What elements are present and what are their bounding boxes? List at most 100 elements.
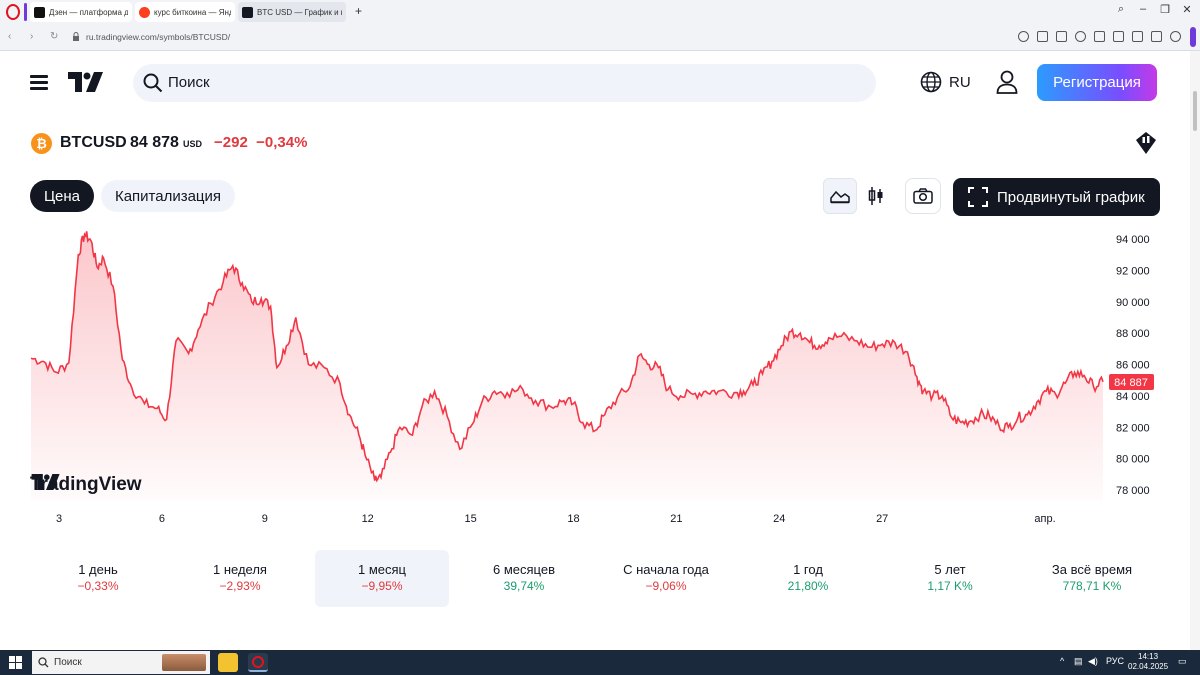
adblock-icon[interactable] [1075, 31, 1086, 42]
sidebar-toggle-button[interactable] [1190, 27, 1196, 47]
price-change-abs: −292 [214, 134, 248, 151]
period-label: 1 месяц [358, 562, 406, 577]
edit-icon[interactable] [1037, 31, 1048, 42]
period-2[interactable]: 1 месяц −9,95% [315, 550, 449, 607]
user-icon[interactable] [996, 70, 1018, 94]
browser-tab-tradingview[interactable]: BTC USD — График и кур [238, 2, 346, 22]
browser-tab-yandex[interactable]: курс биткоина — Яндекс [135, 2, 235, 22]
y-tick-label: 94 000 [1116, 234, 1150, 246]
period-5[interactable]: 1 год 21,80% [741, 550, 875, 607]
restore-icon[interactable]: ❐ [1160, 4, 1170, 16]
y-tick-label: 88 000 [1116, 328, 1150, 340]
snapshot-icon[interactable] [1056, 31, 1067, 42]
tradingview-logo-icon[interactable] [68, 72, 104, 92]
page-scrollbar[interactable] [1190, 51, 1200, 650]
search-placeholder: Поиск [168, 74, 210, 91]
area-chart-icon [830, 190, 850, 204]
new-tab-plus-icon[interactable]: + [354, 4, 362, 18]
search-tabs-icon[interactable]: ⌕ [1117, 3, 1125, 15]
network-icon[interactable]: ▤ [1074, 656, 1083, 666]
tab-title: Дзен — платформа для п [49, 7, 128, 17]
x-tick-label: 6 [159, 513, 165, 525]
x-tick-label: 12 [362, 513, 374, 525]
sidebar-indicator [24, 3, 27, 21]
player-icon[interactable] [1094, 31, 1105, 42]
notifications-icon[interactable]: ▭ [1178, 656, 1187, 666]
volume-icon[interactable]: ◀) [1088, 656, 1098, 666]
tab-title: курс биткоина — Яндекс [154, 7, 231, 17]
dzen-favicon-icon [34, 6, 45, 18]
last-price-badge [1109, 373, 1154, 390]
tab-capitalization[interactable]: Капитализация [101, 180, 235, 212]
search-icon [38, 657, 49, 668]
x-tick-label: 15 [464, 513, 476, 525]
site-header: Поиск RU Регистрация [0, 51, 1190, 115]
x-tick-label: 18 [567, 513, 579, 525]
url-field[interactable]: ru.tradingview.com/symbols/BTCUSD/ [86, 32, 231, 42]
zoom-icon[interactable] [1018, 31, 1029, 42]
advanced-chart-button[interactable]: Продвинутый график [953, 178, 1160, 216]
profile-icon[interactable] [1170, 31, 1181, 42]
opera-logo-icon[interactable] [6, 4, 20, 20]
price-alert-icon[interactable] [1134, 131, 1158, 155]
period-label: С начала года [623, 562, 709, 577]
period-3[interactable]: 6 месяцев 39,74% [457, 550, 591, 607]
tab-price[interactable]: Цена [30, 180, 94, 212]
period-1[interactable]: 1 неделя −2,93% [173, 550, 307, 607]
taskbar-search[interactable]: Поиск [32, 651, 210, 674]
forward-icon[interactable]: › [30, 31, 34, 42]
minimize-icon[interactable]: – [1139, 3, 1147, 15]
advanced-chart-label: Продвинутый график [997, 188, 1145, 206]
address-bar: ‹ › ↻ ru.tradingview.com/symbols/BTCUSD/ [0, 24, 1200, 51]
fullscreen-icon [968, 187, 988, 207]
candle-chart-button[interactable] [859, 178, 893, 214]
close-icon[interactable]: ✕ [1182, 4, 1192, 16]
y-tick-label: 86 000 [1116, 360, 1150, 372]
price-chart-svg[interactable]: 94 000 92 000 90 000 88 000 86 000 84 000 82 0… [0, 225, 1190, 535]
last-price-text: 84 887 [1114, 377, 1148, 389]
period-label: 1 год [793, 562, 823, 577]
extensions-icon[interactable] [1113, 31, 1124, 42]
scrollbar-thumb[interactable] [1193, 91, 1197, 131]
period-label: 1 день [78, 562, 118, 577]
keyboard-language[interactable]: РУС [1106, 656, 1125, 666]
language-label: RU [949, 73, 971, 91]
period-change: 39,74% [503, 579, 545, 593]
tray-chevron-icon[interactable]: ^ [1060, 656, 1065, 666]
price-line [30, 231, 1104, 483]
period-0[interactable]: 1 день −0,33% [31, 550, 165, 607]
download-icon[interactable] [1132, 31, 1143, 42]
bitcoin-icon: ₿ [31, 133, 52, 154]
clock-date: 02.04.2025 [1128, 662, 1169, 671]
symbol-name: BTCUSD [60, 134, 127, 151]
opera-taskbar-icon[interactable] [248, 653, 268, 672]
taskbar-clock[interactable]: 14:13 02.04.2025 [1128, 652, 1168, 672]
period-change: −2,93% [219, 579, 261, 593]
chart-controls: Цена Капитализация Продвинутый график [0, 178, 1190, 218]
register-button[interactable]: Регистрация [1037, 64, 1157, 101]
price-chart[interactable]: 94 000 92 000 90 000 88 000 86 000 84 000 82 0… [0, 225, 1190, 535]
browser-tab-dzen[interactable]: Дзен — платформа для п [30, 2, 132, 22]
globe-icon [920, 71, 942, 93]
language-selector[interactable]: RU [920, 71, 971, 93]
menu-hamburger-icon[interactable] [30, 75, 48, 90]
snapshot-button[interactable] [905, 178, 941, 214]
lock-icon [73, 32, 79, 41]
back-icon[interactable]: ‹ [8, 31, 12, 42]
x-tick-label: 21 [670, 513, 682, 525]
y-axis: 94 000 92 000 90 000 88 000 86 000 84 000 82 0… [1116, 234, 1150, 497]
area-chart-button[interactable] [823, 178, 857, 214]
period-7[interactable]: За всё время 778,71 K% [1025, 550, 1159, 607]
search-input[interactable]: Поиск [133, 64, 876, 102]
period-change: −0,33% [77, 579, 119, 593]
reload-icon[interactable]: ↻ [50, 31, 59, 42]
yandex-favicon-icon [139, 6, 150, 18]
windows-start-icon[interactable] [9, 656, 22, 669]
period-6[interactable]: 5 лет 1,17 K% [883, 550, 1017, 607]
settings-menu-icon[interactable] [1151, 31, 1162, 42]
watermark-text: TradingView [30, 474, 142, 495]
file-explorer-icon[interactable] [218, 653, 238, 672]
symbol-header: ₿ BTCUSD 84 878 USD −292 −0,34% [0, 120, 1190, 166]
period-4[interactable]: С начала года −9,06% [599, 550, 733, 607]
symbol-price: 84 878 [130, 134, 179, 151]
